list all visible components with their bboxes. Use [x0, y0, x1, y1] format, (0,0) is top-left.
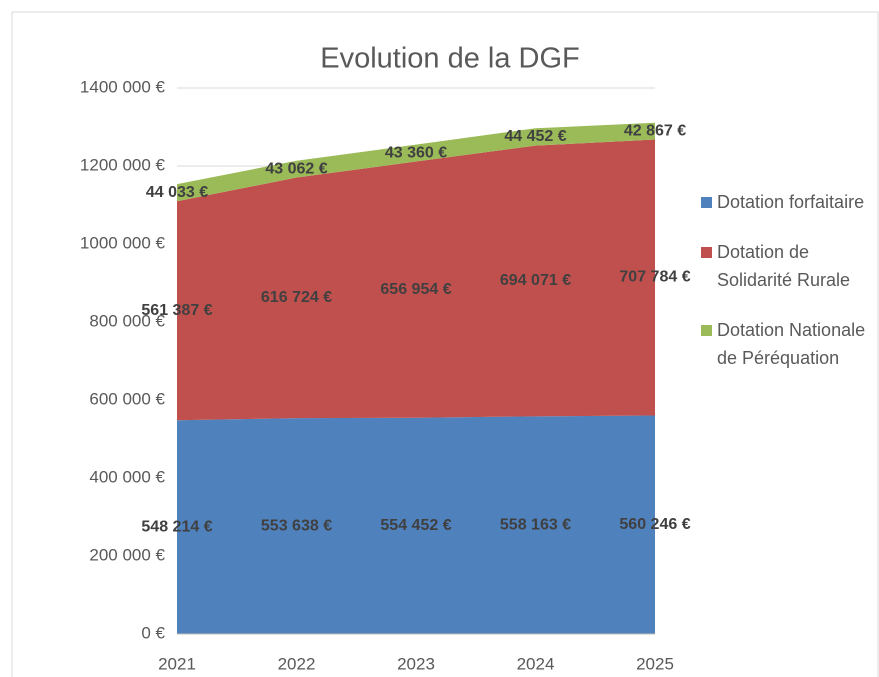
chart-title: Evolution de la DGF [320, 43, 580, 75]
legend-swatch [701, 247, 712, 258]
area [177, 122, 655, 202]
legend-item: Dotation de Solidarité Rurale [697, 238, 877, 294]
data-label: 560 246 € [619, 516, 690, 533]
legend-swatch [701, 197, 712, 208]
legend-swatch [701, 325, 712, 336]
data-label: 548 214 € [141, 518, 212, 535]
data-label: 554 452 € [380, 517, 451, 534]
data-label: 707 784 € [619, 269, 690, 286]
x-tick-label: 2021 [158, 654, 196, 673]
data-label: 43 360 € [385, 144, 447, 161]
x-tick-label: 2022 [278, 654, 316, 673]
data-label: 43 062 € [265, 160, 327, 177]
y-tick-label: 0 € [141, 623, 165, 642]
data-label: 42 867 € [624, 122, 686, 139]
chart-frame [11, 11, 879, 677]
y-tick-label: 600 000 € [89, 389, 165, 408]
legend-label: Dotation de Solidarité Rurale [717, 242, 851, 290]
area [177, 415, 655, 634]
data-label: 616 724 € [261, 289, 332, 306]
x-tick-label: 2023 [397, 654, 435, 673]
data-label: 558 163 € [500, 516, 571, 533]
y-tick-label: 200 000 € [89, 545, 165, 564]
y-tick-label: 800 000 € [89, 311, 165, 330]
data-label: 656 954 € [380, 281, 451, 298]
y-tick-label: 400 000 € [89, 467, 165, 486]
data-label: 44 033 € [146, 184, 208, 201]
area [177, 139, 655, 421]
legend-item: Dotation forfaitaire [697, 188, 877, 216]
x-tick-label: 2024 [517, 654, 555, 673]
y-tick-label: 1400 000 € [80, 77, 166, 96]
data-label: 561 387 € [141, 302, 212, 319]
x-tick-label: 2025 [636, 654, 674, 673]
y-tick-label: 1200 000 € [80, 155, 166, 174]
legend-label: Dotation Nationale de Péréquation [717, 320, 866, 368]
data-label: 44 452 € [504, 128, 566, 145]
legend-item: Dotation Nationale de Péréquation [697, 316, 877, 372]
legend-label: Dotation forfaitaire [717, 192, 865, 212]
data-label: 553 638 € [261, 517, 332, 534]
data-label: 694 071 € [500, 272, 571, 289]
y-tick-label: 1000 000 € [80, 233, 166, 252]
legend: Dotation forfaitaire Dotation de Solidari… [697, 188, 877, 394]
